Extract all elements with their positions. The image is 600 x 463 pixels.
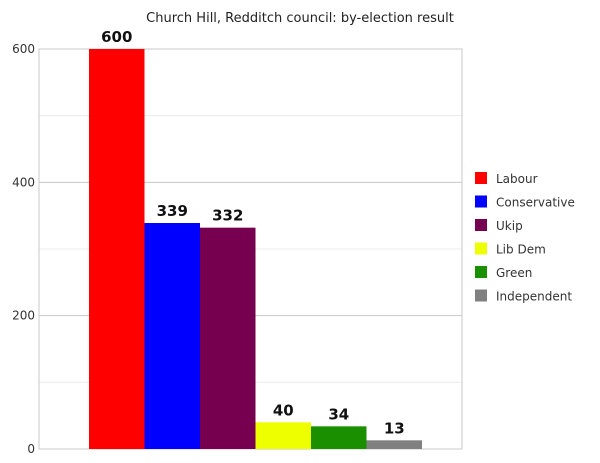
legend-swatch-labour [475,172,487,184]
y-tick-label-0: 0 [27,442,35,456]
y-tick-label-400: 400 [12,175,35,189]
data-label-green: 34 [328,405,349,423]
legend-swatch-conservative [475,195,487,208]
legend-swatch-green [475,266,487,278]
data-label-conservative: 339 [157,202,188,220]
y-tick-label-200: 200 [12,309,35,323]
y-tick-label-600: 600 [12,42,35,56]
bar-conservative [144,223,200,449]
data-label-ukip: 332 [212,207,243,225]
legend-label-green: Green [496,266,532,280]
legend-swatch-lib-dem [475,242,487,255]
legend-label-lib-dem: Lib Dem [496,243,546,257]
data-labels: 600 339 332 40 34 13 [101,28,405,437]
chart-title: Church Hill, Redditch council: by-electi… [146,11,454,26]
bar-lib-dem [255,422,311,449]
legend-label-ukip: Ukip [496,219,523,233]
bars [89,49,422,449]
bar-green [311,426,367,449]
legend-label-independent: Independent [496,290,572,304]
bar-independent [366,440,422,449]
data-label-independent: 13 [384,419,405,437]
data-label-labour: 600 [101,28,132,46]
legend-label-conservative: Conservative [496,196,575,210]
legend-swatch-independent [475,289,487,302]
legend: Labour Conservative Ukip Lib Dem Green Indepe… [475,172,575,304]
legend-label-labour: Labour [496,172,538,186]
bar-labour [89,49,145,449]
legend-swatch-ukip [475,219,487,231]
data-label-lib-dem: 40 [273,401,294,419]
y-axis: 0 200 400 600 [12,42,35,456]
bar-ukip [200,227,256,449]
